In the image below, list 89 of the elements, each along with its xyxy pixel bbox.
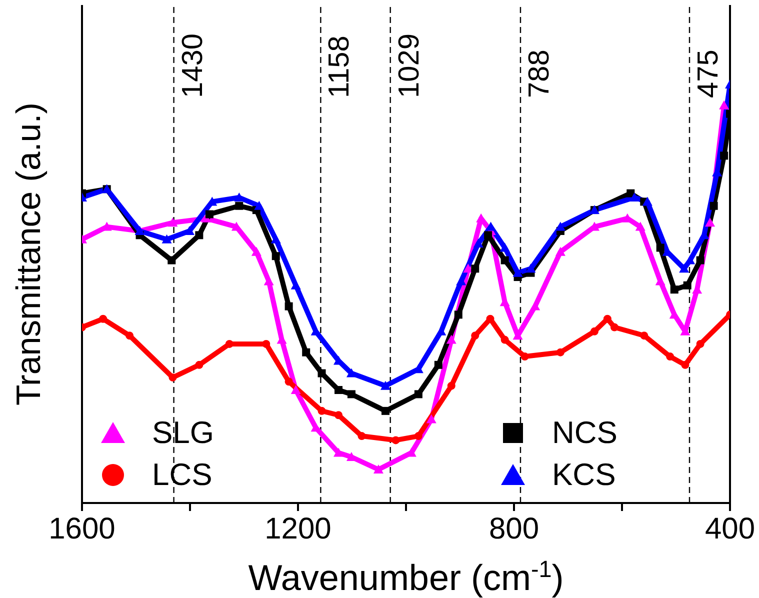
point [640, 332, 648, 340]
point [205, 210, 214, 218]
point [272, 252, 280, 260]
x-tick-label: 1200 [264, 512, 332, 546]
y-axis-title: Transmittance (a.u.) [10, 102, 48, 406]
point [520, 352, 529, 361]
point [670, 286, 678, 294]
point [380, 380, 390, 390]
point [414, 432, 422, 440]
point [500, 242, 510, 252]
point [334, 411, 342, 420]
point [251, 246, 262, 256]
point [290, 385, 301, 394]
point [334, 448, 344, 457]
point [720, 152, 728, 160]
point [710, 202, 718, 210]
point [696, 256, 704, 264]
point [381, 406, 390, 415]
point [262, 340, 270, 348]
point [302, 348, 310, 356]
point [642, 196, 652, 206]
point [719, 100, 730, 110]
legend-label: LCS [152, 457, 212, 493]
point [683, 281, 692, 290]
point [635, 222, 646, 231]
point [500, 336, 509, 344]
point [99, 314, 108, 323]
point [414, 390, 422, 398]
point [347, 390, 356, 398]
point [679, 264, 690, 273]
point [284, 302, 293, 310]
point [168, 256, 176, 264]
ref-line-label: 1158 [324, 36, 356, 98]
point [446, 334, 456, 344]
point [126, 332, 134, 340]
point [530, 301, 540, 310]
point [392, 436, 400, 444]
point [555, 222, 566, 231]
point [629, 192, 640, 202]
point [666, 352, 674, 361]
point [195, 231, 204, 240]
legend-label: KCS [552, 457, 616, 493]
point [254, 200, 264, 210]
point [270, 234, 281, 244]
point [447, 382, 456, 390]
x-axis-title: Wavenumber (cm$^{-1}$) [248, 556, 564, 598]
ref-line-label: 788 [523, 50, 556, 98]
point [681, 360, 690, 369]
point [284, 378, 293, 386]
ref-line-label: 475 [692, 50, 724, 98]
point [235, 202, 244, 210]
point [471, 264, 480, 273]
point [195, 360, 204, 369]
point [610, 323, 618, 332]
point [162, 234, 172, 244]
point [471, 332, 480, 340]
point [486, 314, 494, 323]
x-tick-label: 800 [488, 512, 540, 546]
point [168, 373, 177, 382]
point [473, 238, 484, 248]
point [556, 348, 564, 356]
point [603, 314, 612, 323]
point [705, 218, 716, 227]
point [373, 464, 384, 474]
x-tick-label: 400 [704, 512, 756, 546]
point [318, 406, 326, 415]
legend-label: NCS [552, 415, 618, 451]
point [358, 432, 366, 440]
legend-label: SLG [152, 415, 214, 451]
point [590, 327, 598, 336]
ref-line-label: 1029 [393, 33, 426, 98]
point [454, 310, 462, 319]
point [484, 231, 492, 240]
point [426, 414, 436, 424]
point [555, 246, 566, 256]
point [685, 255, 696, 264]
point [434, 360, 442, 369]
point [318, 369, 326, 378]
point [500, 256, 509, 264]
ref-line-label: 1430 [176, 33, 209, 98]
point [696, 340, 704, 348]
point [334, 386, 342, 394]
point [512, 268, 523, 277]
point [346, 368, 356, 378]
point [225, 340, 234, 348]
point [168, 218, 178, 227]
x-tick-label: 1600 [48, 512, 116, 546]
point [656, 244, 664, 252]
point [526, 264, 536, 273]
